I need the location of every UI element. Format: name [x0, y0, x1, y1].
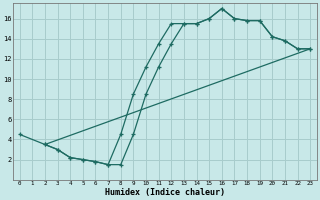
X-axis label: Humidex (Indice chaleur): Humidex (Indice chaleur) — [105, 188, 225, 197]
